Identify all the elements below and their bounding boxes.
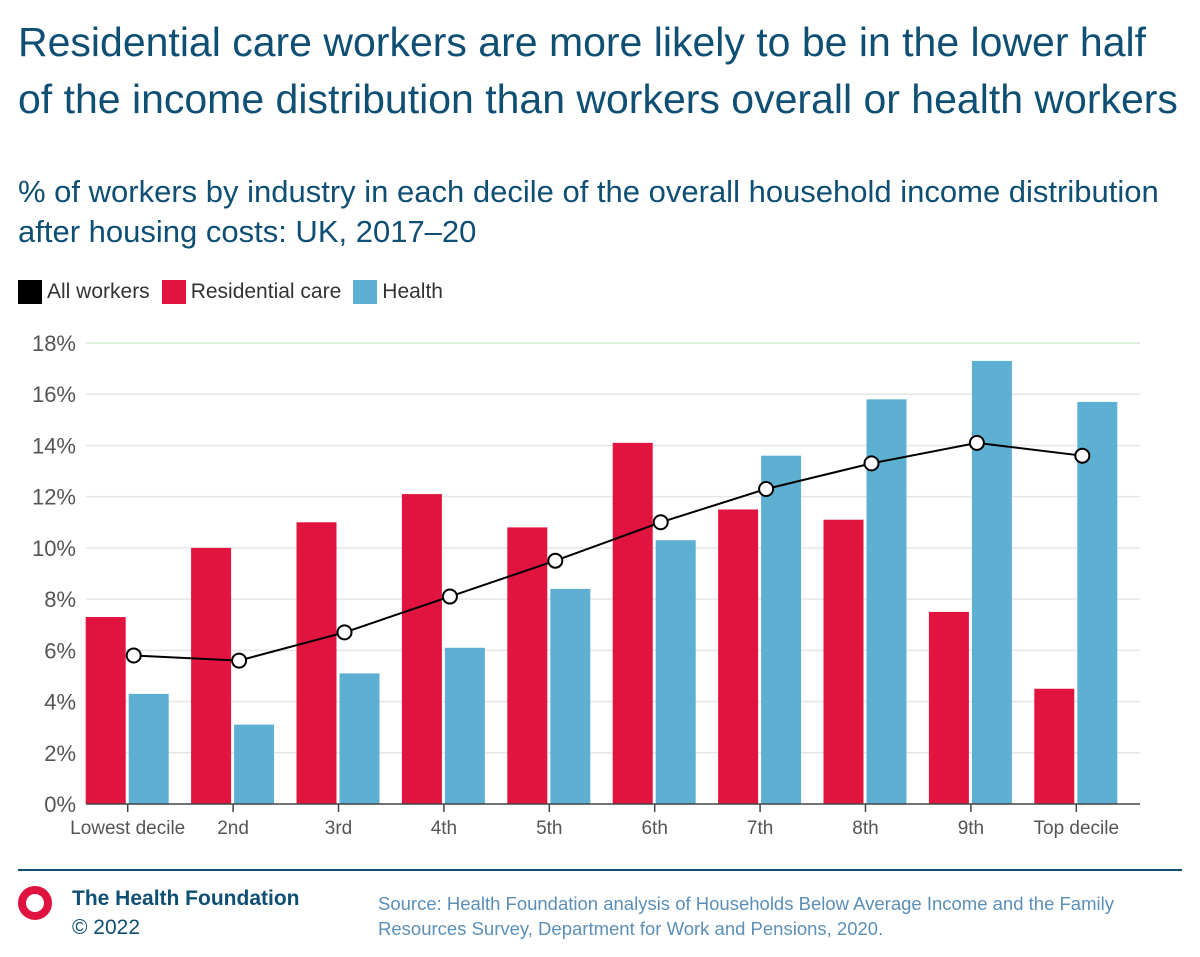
chart-subtitle: % of workers by industry in each decile … xyxy=(18,174,1159,249)
bar-health xyxy=(339,673,380,804)
x-tick-label: 9th xyxy=(958,818,984,839)
bar-health xyxy=(971,360,1012,804)
chart-title: Residential care workers are more likely… xyxy=(18,19,1178,122)
bar-residential-care xyxy=(296,522,337,804)
bar-health xyxy=(550,588,591,804)
bar-residential-care xyxy=(191,547,232,804)
point-all-workers xyxy=(863,455,880,472)
bar-residential-care xyxy=(1034,688,1075,804)
bar-residential-care xyxy=(507,527,548,804)
x-tick-label: 6th xyxy=(641,818,667,839)
x-tick-label: Lowest decile xyxy=(70,818,185,839)
bar-health xyxy=(761,455,802,804)
bar-health xyxy=(655,540,696,804)
legend-item-all-workers: All workers xyxy=(18,280,150,304)
x-tick-label: 2nd xyxy=(217,818,249,839)
bar-residential-care xyxy=(718,509,759,804)
legend-label-health: Health xyxy=(382,280,443,303)
legend-swatch-residential-care xyxy=(161,280,186,304)
y-tick-label: 10% xyxy=(32,536,76,561)
point-all-workers xyxy=(758,480,775,497)
y-tick-label: 16% xyxy=(32,382,76,407)
bar-health xyxy=(128,693,169,804)
chart-legend: All workers Residential care Health xyxy=(18,280,455,304)
bar-health xyxy=(444,647,485,804)
y-tick-label: 14% xyxy=(32,433,76,458)
y-tick-label: 4% xyxy=(44,690,76,715)
point-all-workers xyxy=(125,647,142,664)
point-all-workers xyxy=(336,624,353,641)
x-tick-label: 3rd xyxy=(325,818,352,839)
bar-residential-care xyxy=(85,617,126,804)
bar-residential-care xyxy=(928,611,969,804)
y-tick-label: 12% xyxy=(32,485,76,510)
bar-health xyxy=(234,724,275,804)
y-tick-label: 2% xyxy=(44,741,76,766)
line-all-workers xyxy=(133,441,1083,662)
y-tick-label: 18% xyxy=(32,331,76,356)
bar-residential-care xyxy=(401,494,442,804)
legend-label-residential-care: Residential care xyxy=(190,280,342,303)
point-all-workers xyxy=(441,588,458,605)
x-tick-label: 7th xyxy=(747,818,773,839)
x-tick-label: 5th xyxy=(536,818,562,839)
y-tick-label: 8% xyxy=(44,587,76,612)
bar-residential-care xyxy=(612,442,653,804)
point-all-workers xyxy=(547,552,564,569)
source-note: Source: Health Foundation analysis of Ho… xyxy=(378,893,1114,939)
point-all-workers xyxy=(968,434,985,451)
x-tick-label: 4th xyxy=(431,818,457,839)
bar-residential-care xyxy=(823,519,864,804)
copyright: © 2022 xyxy=(72,916,141,939)
x-tick-label: 8th xyxy=(852,818,878,839)
point-all-workers xyxy=(1074,447,1091,464)
x-tick-label: Top decile xyxy=(1034,818,1120,839)
brand-name: The Health Foundation xyxy=(72,887,300,910)
bar-line-chart: 0% 2% 4% 6% 8% 10% 12% 14% 16% 18% Lowest decile 2n… xyxy=(32,331,1140,839)
legend-swatch-all-workers xyxy=(18,280,42,304)
health-foundation-logo-icon xyxy=(18,886,52,920)
y-tick-label: 0% xyxy=(44,792,76,817)
legend-item-residential-care: Residential care xyxy=(161,280,342,304)
legend-swatch-health xyxy=(353,280,378,304)
legend-item-health: Health xyxy=(353,280,443,304)
y-tick-label: 6% xyxy=(44,638,76,663)
bar-health xyxy=(1077,401,1118,804)
legend-label-all-workers: All workers xyxy=(47,280,150,303)
footer-divider xyxy=(18,869,1182,871)
point-all-workers xyxy=(652,514,669,531)
point-all-workers xyxy=(231,652,248,669)
